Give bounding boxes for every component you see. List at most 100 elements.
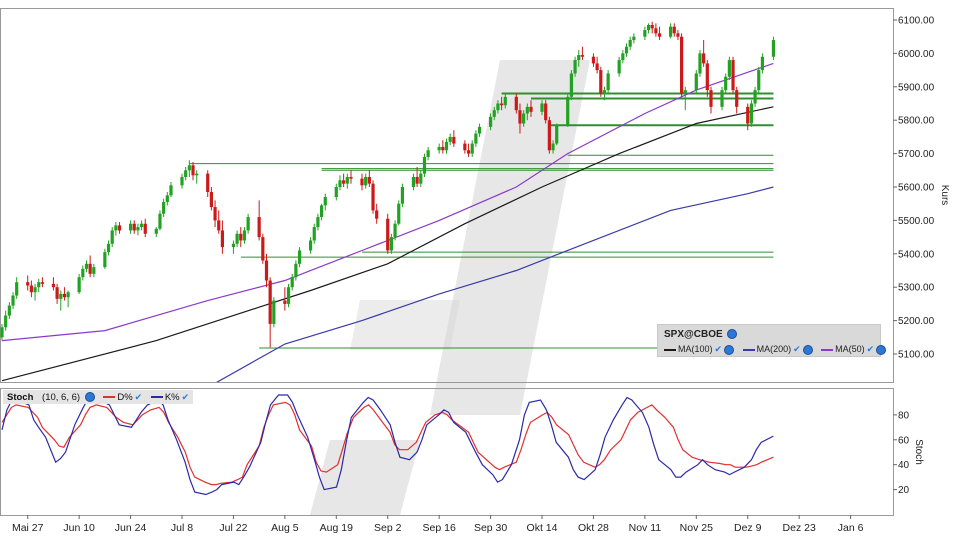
candle-body — [180, 176, 184, 186]
candle — [419, 170, 423, 187]
candle-body — [367, 176, 371, 184]
globe-icon[interactable] — [84, 392, 95, 403]
candle — [444, 138, 449, 154]
candle — [158, 210, 162, 231]
candle — [110, 227, 114, 248]
candle-body — [84, 263, 89, 269]
candle-body — [650, 25, 654, 29]
candle-body — [705, 63, 709, 91]
globe-icon[interactable] — [802, 344, 813, 355]
candle — [169, 181, 173, 198]
candle — [187, 160, 191, 177]
candle — [92, 263, 96, 278]
price-panel-border — [0, 8, 894, 383]
candle — [184, 166, 188, 181]
candle-body — [132, 223, 136, 231]
candle — [727, 56, 731, 81]
date-tick-label: Jan 6 — [838, 522, 864, 534]
candle — [580, 46, 585, 61]
globe-icon[interactable] — [876, 344, 887, 355]
legend-label-ma100: MA(100) — [678, 344, 713, 354]
candle — [680, 33, 684, 97]
candle — [15, 277, 19, 299]
candle — [308, 237, 313, 254]
candle — [386, 213, 390, 254]
candle-body — [654, 28, 658, 34]
candle — [209, 187, 213, 211]
candle-body — [544, 103, 548, 121]
candle-body — [209, 192, 213, 208]
stoch-tick-label: 40 — [898, 460, 910, 471]
stochastic-panel — [1, 394, 774, 496]
globe-icon[interactable] — [727, 329, 738, 340]
candle — [760, 53, 765, 74]
price-axis-label: Kurs — [939, 185, 950, 206]
candle — [103, 248, 107, 269]
candle — [577, 50, 581, 67]
candle — [621, 50, 625, 64]
stoch-name: Stoch — [7, 392, 34, 403]
candle-body — [628, 40, 632, 47]
date-tick-label: Sep 30 — [474, 522, 507, 534]
candle — [375, 203, 379, 224]
candle — [731, 56, 735, 94]
candle — [437, 143, 441, 154]
price-tick-label: 5400.00 — [898, 249, 935, 260]
candle — [180, 173, 184, 189]
candle — [0, 323, 4, 341]
candle — [683, 86, 687, 111]
candle — [26, 275, 30, 291]
candle-body — [599, 70, 603, 94]
legend-item-ma50[interactable]: MA(50) ✔ — [821, 344, 887, 355]
date-tick-label: Dez 23 — [783, 522, 816, 534]
candle-body — [569, 73, 574, 97]
candle-body — [448, 136, 452, 142]
candle — [389, 233, 393, 254]
candle-body — [268, 280, 272, 324]
candle — [595, 56, 599, 74]
candle-body — [393, 223, 397, 238]
date-tick-label: Okt 14 — [527, 522, 558, 534]
candle-body — [477, 126, 482, 134]
candle — [518, 103, 522, 134]
check-icon[interactable]: ✔ — [181, 392, 190, 402]
date-tick-label: Nov 11 — [629, 522, 662, 534]
candle-body — [136, 227, 140, 231]
stoch-d-legend[interactable]: D% ✔ — [103, 392, 142, 403]
candle-body — [187, 165, 191, 171]
legend-item-ma100[interactable]: MA(100) ✔ — [664, 344, 735, 355]
legend-item-ma200[interactable]: MA(200) ✔ — [742, 344, 813, 355]
candle-body — [55, 287, 59, 299]
candle-body — [257, 217, 261, 238]
candle-body — [7, 305, 11, 316]
price-tick-label: 5100.00 — [898, 350, 935, 361]
candle-body — [746, 106, 750, 124]
candle-body — [349, 176, 353, 179]
candle-body — [154, 228, 158, 234]
candle — [569, 70, 574, 101]
candle-body — [753, 90, 757, 104]
candle — [191, 161, 195, 181]
candle-body — [463, 143, 467, 151]
candle — [749, 100, 754, 127]
candle — [698, 50, 702, 77]
candle-body — [606, 73, 610, 91]
stoch-d-line — [1, 401, 774, 486]
candle-body — [709, 90, 713, 107]
check-icon[interactable]: ✔ — [134, 392, 143, 402]
check-icon[interactable]: ✔ — [714, 344, 723, 354]
candle — [136, 223, 140, 236]
globe-icon[interactable] — [724, 344, 735, 355]
stoch-k-legend[interactable]: K% ✔ — [150, 392, 190, 403]
candle — [66, 290, 70, 308]
candle-body — [731, 60, 735, 91]
candle — [654, 23, 658, 37]
candle — [746, 103, 750, 131]
check-icon[interactable]: ✔ — [866, 344, 875, 354]
candle-body — [103, 252, 107, 268]
check-icon[interactable]: ✔ — [793, 344, 801, 354]
candle-body — [371, 183, 375, 211]
candle — [448, 133, 452, 146]
date-tick-label: Okt 28 — [578, 522, 609, 534]
candle — [294, 260, 298, 281]
